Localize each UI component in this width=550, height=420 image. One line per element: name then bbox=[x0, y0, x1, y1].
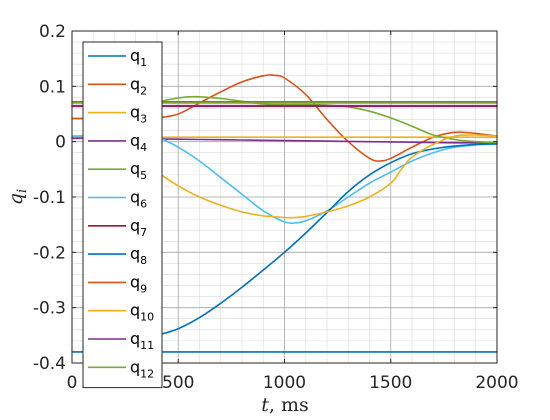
x-tick-label: 0 bbox=[67, 373, 78, 393]
series-line-q5 bbox=[71, 95, 498, 144]
legend-entry-q10: q10 bbox=[130, 301, 154, 324]
y-tick-labels: 0.2 0.1 0 -0.1 -0.2 -0.3 -0.4 bbox=[33, 22, 66, 374]
series-line-q8 bbox=[135, 143, 498, 342]
legend-entry-q5: q5 bbox=[130, 159, 147, 182]
legend-entry-q12: q12 bbox=[130, 357, 154, 380]
y-tick-label: 0.1 bbox=[39, 77, 66, 97]
legend-entry-q1: q1 bbox=[130, 46, 147, 69]
legend-entry-q11: q11 bbox=[130, 329, 154, 352]
x-tick-label: 1000 bbox=[263, 373, 306, 393]
legend-entry-q7: q7 bbox=[130, 216, 147, 239]
legend-entry-q3: q3 bbox=[130, 103, 147, 126]
series-line-q6 bbox=[71, 134, 498, 225]
series-line-q10 bbox=[135, 134, 498, 219]
legend-entry-q6: q6 bbox=[130, 188, 147, 211]
legend-box bbox=[82, 41, 163, 389]
legend-entry-q8: q8 bbox=[130, 244, 147, 267]
y-tick-label: -0.2 bbox=[33, 243, 66, 263]
x-axis-label: t, ms bbox=[261, 394, 309, 416]
x-tick-label: 1500 bbox=[369, 373, 412, 393]
legend: q1 q2 q3 q4 q5 q6 q7 q8 q9 q10 q11 q12 bbox=[82, 41, 163, 389]
y-tick-label: -0.1 bbox=[33, 188, 66, 208]
x-tick-labels: 0 500 1000 1500 2000 bbox=[67, 373, 519, 393]
y-tick-label: -0.3 bbox=[33, 299, 66, 319]
series-line-q2 bbox=[71, 74, 498, 162]
plot-frame bbox=[71, 30, 498, 364]
legend-entry-q9: q9 bbox=[130, 272, 147, 295]
x-tick-label: 500 bbox=[162, 373, 194, 393]
y-tick-label: 0 bbox=[55, 133, 66, 153]
legend-entry-q2: q2 bbox=[130, 74, 147, 97]
x-tick-label: 2000 bbox=[475, 373, 518, 393]
y-tick-label: -0.4 bbox=[33, 354, 66, 374]
y-axis-label: qi bbox=[5, 189, 30, 205]
y-tick-label: 0.2 bbox=[39, 22, 66, 42]
legend-entry-q4: q4 bbox=[130, 131, 147, 154]
